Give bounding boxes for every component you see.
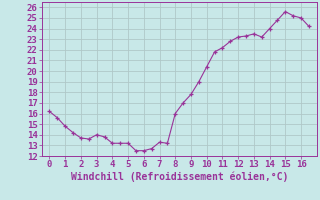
X-axis label: Windchill (Refroidissement éolien,°C): Windchill (Refroidissement éolien,°C) (70, 172, 288, 182)
